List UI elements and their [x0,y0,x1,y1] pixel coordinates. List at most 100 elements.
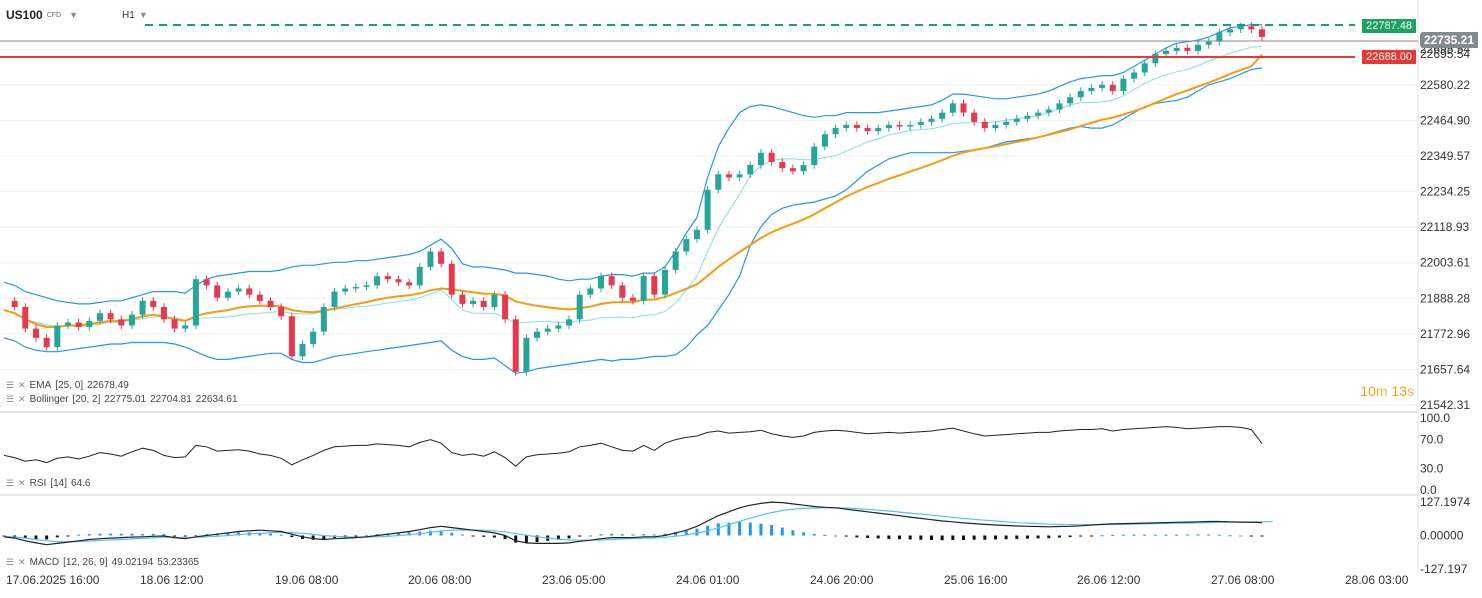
support-price-tag[interactable]: 22688.00 [1362,50,1416,64]
macd-histogram-bar [290,535,294,538]
x-tick-label: 19.06 08:00 [275,573,339,587]
macd-histogram-bar [770,524,774,536]
settings-icon[interactable]: ☰ [6,478,15,488]
candle-body [864,128,871,132]
macd-histogram-bar [855,535,859,538]
macd-histogram-bar [748,522,752,536]
candle-body [843,124,850,129]
candle-body [640,276,647,301]
candle-body [160,306,167,320]
y-tick-label: 21542.31 [1420,398,1470,412]
candle-body [1184,47,1191,51]
timeframe-dropdown-icon[interactable]: ▼ [138,10,148,20]
macd-histogram-bar [567,535,571,539]
macd-histogram-bar [1185,534,1189,536]
resistance-price-tag[interactable]: 22787.48 [1362,19,1416,33]
macd-histogram-bar [716,523,720,536]
candle-body [1163,50,1170,55]
y-tick-label: 22118.93 [1420,220,1469,234]
x-tick-label: 23.06 05:00 [542,573,606,587]
candle-body [1227,29,1234,33]
settings-icon[interactable]: ☰ [6,557,15,567]
bollinger-legend[interactable]: ☰ ✕ Bollinger [20, 2] 22775.01 22704.81 … [6,394,238,405]
macd-histogram-bar [919,535,923,540]
macd-histogram-bar [695,528,699,536]
candle-body [885,124,892,129]
candle-body [1205,41,1212,45]
candle-body [459,294,466,304]
macd-histogram-bar [684,530,688,536]
candle-body [470,300,477,304]
plot-background [0,0,1418,598]
candle-body [427,251,434,267]
candle-body [619,285,626,298]
rsi-legend[interactable]: ☰ ✕ RSI [14] 64.6 [6,478,90,489]
candle-body [256,294,263,301]
macd-histogram-bar [396,532,400,536]
macd-histogram-bar [812,533,816,536]
macd-histogram-bar [1025,535,1029,539]
candle-body [43,337,50,348]
y-tick-label: 22580.22 [1420,78,1470,92]
macd-histogram-bar [1153,534,1157,536]
candle-body [704,189,711,230]
candle-body [907,124,914,127]
macd-histogram-bar [375,534,379,536]
macd-histogram-bar [364,535,368,537]
macd-histogram-bar [1249,535,1253,537]
candle-body [630,297,636,301]
macd-histogram-bar [2,535,6,537]
macd-histogram-bar [1175,534,1179,536]
bollinger-lower: 22634.61 [195,394,238,405]
close-icon[interactable]: ✕ [18,557,26,567]
settings-icon[interactable]: ☰ [6,394,15,404]
candle-body [502,294,509,320]
settings-icon[interactable]: ☰ [6,380,15,390]
candle-body [363,285,370,287]
candle-body [566,319,573,326]
countdown-min-unit: m [1375,383,1388,399]
macd-value: 49.02194 [111,557,154,568]
candle-body [171,319,178,329]
timeframe-selector[interactable]: H1 [122,9,135,21]
close-icon[interactable]: ✕ [18,478,26,488]
y-tick-label: 22234.25 [1420,185,1470,199]
macd-histogram-bar [972,535,976,540]
macd-histogram-bar [738,522,742,536]
ema-value: 22678.49 [87,380,129,391]
close-icon[interactable]: ✕ [18,394,26,404]
symbol-name[interactable]: US100 [6,8,43,22]
candle-body [576,294,583,320]
x-tick-label: 24.06 01:00 [676,573,740,587]
candle-body [342,288,349,292]
ema-legend[interactable]: ☰ ✕ EMA [25, 0] 22678.49 [6,380,129,391]
candle-body [192,279,199,326]
macd-histogram-bar [578,535,582,537]
candle-body [736,174,743,178]
macd-histogram-bar [45,535,49,540]
candle-body [64,322,71,326]
macd-histogram-bar [759,523,763,536]
candle-body [789,168,796,172]
macd-line [3,501,1263,546]
macd-histogram-bar [652,534,656,536]
macd-histogram-bar [1207,534,1211,536]
candle-body [1035,112,1042,116]
macd-histogram-bar [1015,535,1019,539]
candle-body [1109,84,1116,92]
y-tick-label: 22464.90 [1420,113,1470,127]
candle-body [1088,87,1095,92]
close-icon[interactable]: ✕ [18,380,26,390]
macd-legend[interactable]: ☰ ✕ MACD [12, 26, 9] 49.02194 53.23365 [6,557,199,568]
candle-body [448,263,455,295]
candle-body [747,165,754,175]
macd-histogram-bar [1068,535,1072,538]
x-tick-label: 26.06 12:00 [1077,573,1141,587]
candle-body [11,300,18,307]
candle-body [768,152,775,162]
candle-body [725,174,732,178]
macd-histogram-bar [322,535,326,540]
symbol-dropdown-icon[interactable]: ▼ [69,10,79,20]
